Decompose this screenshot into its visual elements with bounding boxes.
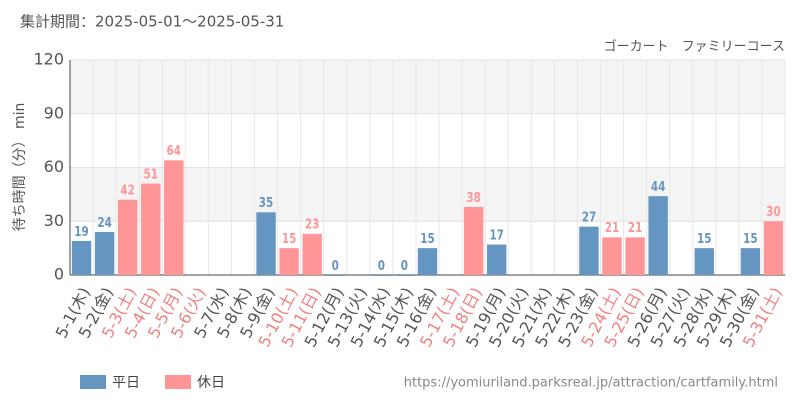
chart-title: 集計期間：2025-05-01～2025-05-31 [20, 13, 284, 31]
bar [394, 275, 415, 276]
value-label: 44 [651, 179, 665, 194]
bar [302, 233, 322, 275]
y-tick-label: 0 [54, 265, 64, 284]
y-tick-label: 60 [44, 157, 64, 176]
value-label: 0 [378, 258, 385, 273]
bar [325, 275, 345, 276]
y-tick-label: 30 [44, 211, 64, 230]
bar [417, 248, 438, 275]
value-label: 23 [305, 217, 319, 232]
bar [740, 248, 761, 275]
legend-label: 休日 [197, 375, 225, 391]
bar [164, 160, 184, 275]
value-label: 24 [97, 215, 111, 230]
bar [487, 244, 507, 275]
bar [763, 221, 784, 275]
bar [71, 240, 92, 275]
bar [694, 248, 714, 275]
value-label: 21 [605, 220, 619, 235]
value-label: 64 [167, 143, 181, 158]
bar [94, 232, 115, 275]
value-label: 15 [420, 231, 434, 246]
value-label: 0 [401, 258, 408, 273]
value-label: 35 [259, 195, 273, 210]
bar [141, 183, 161, 275]
value-label: 15 [697, 231, 711, 246]
value-label: 42 [120, 182, 134, 197]
value-label: 15 [282, 231, 296, 246]
source-url: https://yomiuriland.parksreal.jp/attract… [404, 376, 778, 391]
legend-label: 平日 [112, 375, 140, 391]
value-label: 51 [143, 166, 157, 181]
value-label: 27 [582, 209, 596, 224]
y-tick-label: 120 [33, 50, 64, 69]
legend-swatch [80, 375, 106, 389]
grid-band [70, 60, 785, 114]
bar [648, 196, 668, 275]
bar [463, 206, 484, 275]
y-tick-label: 90 [44, 103, 64, 122]
bar [625, 237, 645, 275]
bar [279, 248, 299, 275]
value-label: 21 [628, 220, 642, 235]
bar [602, 237, 622, 275]
chart-subtitle: ゴーカート ファミリーコース [604, 39, 785, 55]
value-label: 19 [74, 224, 88, 239]
value-label: 30 [766, 204, 780, 219]
value-label: 17 [489, 227, 503, 242]
bar [117, 199, 138, 275]
value-label: 38 [466, 190, 480, 205]
legend-swatch [165, 375, 191, 389]
value-label: 0 [332, 258, 339, 273]
value-label: 15 [743, 231, 757, 246]
bar [256, 212, 276, 275]
bar [371, 275, 392, 276]
y-axis-label: 待ち時間（分） min [12, 103, 28, 232]
bar [579, 226, 599, 275]
